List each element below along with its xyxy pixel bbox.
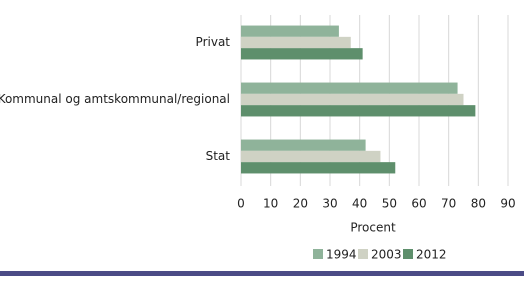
legend-label: 1994: [326, 248, 357, 262]
x-tick-label: 0: [237, 197, 245, 211]
legend-swatch: [313, 249, 323, 259]
bar: [241, 25, 339, 37]
x-axis-label: Procent: [350, 221, 396, 235]
legend-swatch: [403, 249, 413, 259]
x-tick-label: 70: [441, 197, 456, 211]
bar: [241, 150, 381, 163]
legend-label: 2003: [371, 248, 402, 262]
y-tick-label: Kommunal og amtskommunal/regional: [0, 92, 230, 106]
x-tick-label: 60: [411, 197, 426, 211]
x-tick-label: 80: [471, 197, 486, 211]
bar: [241, 82, 458, 94]
x-tick-label: 20: [293, 197, 308, 211]
x-tick-label: 30: [322, 197, 337, 211]
bar: [241, 48, 363, 60]
x-tick-label: 90: [500, 197, 515, 211]
footer-bar: [0, 271, 524, 276]
x-tick-label: 40: [352, 197, 367, 211]
bar: [241, 93, 464, 106]
x-tick-label: 10: [263, 197, 278, 211]
bar: [241, 139, 366, 151]
y-tick-label: Stat: [206, 149, 231, 163]
y-tick-label: Privat: [196, 35, 231, 49]
x-tick-label: 50: [382, 197, 397, 211]
legend-swatch: [358, 249, 368, 259]
bar: [241, 162, 396, 174]
legend-label: 2012: [416, 248, 447, 262]
bar: [241, 36, 351, 49]
bar: [241, 105, 476, 117]
